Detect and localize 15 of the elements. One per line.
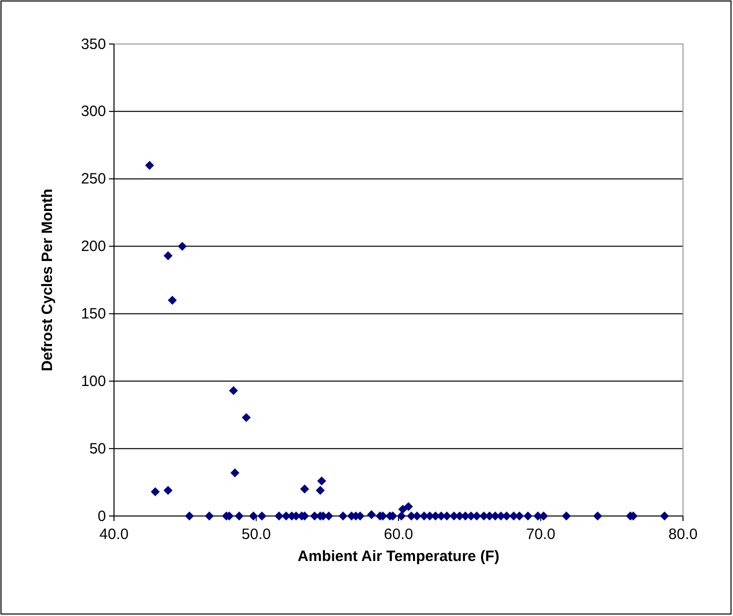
x-tick-label: 70.0 <box>526 526 556 543</box>
x-tick-label: 80.0 <box>668 526 698 543</box>
y-tick-label: 50 <box>89 440 106 458</box>
y-tick-label: 0 <box>98 508 106 525</box>
x-axis-title: Ambient Air Temperature (F) <box>298 548 500 565</box>
y-tick-label: 200 <box>80 238 106 256</box>
x-tick-label: 50.0 <box>242 526 271 543</box>
y-tick-label: 100 <box>80 372 106 390</box>
y-tick-label: 250 <box>80 170 106 188</box>
y-tick-label: 300 <box>80 103 106 120</box>
y-tick-label: 350 <box>80 36 106 53</box>
x-tick-label: 60.0 <box>384 526 414 543</box>
y-tick-label: 150 <box>80 306 106 323</box>
x-tick-label: 40.0 <box>99 526 129 543</box>
y-axis-title: Defrost Cycles Per Month <box>39 188 56 372</box>
